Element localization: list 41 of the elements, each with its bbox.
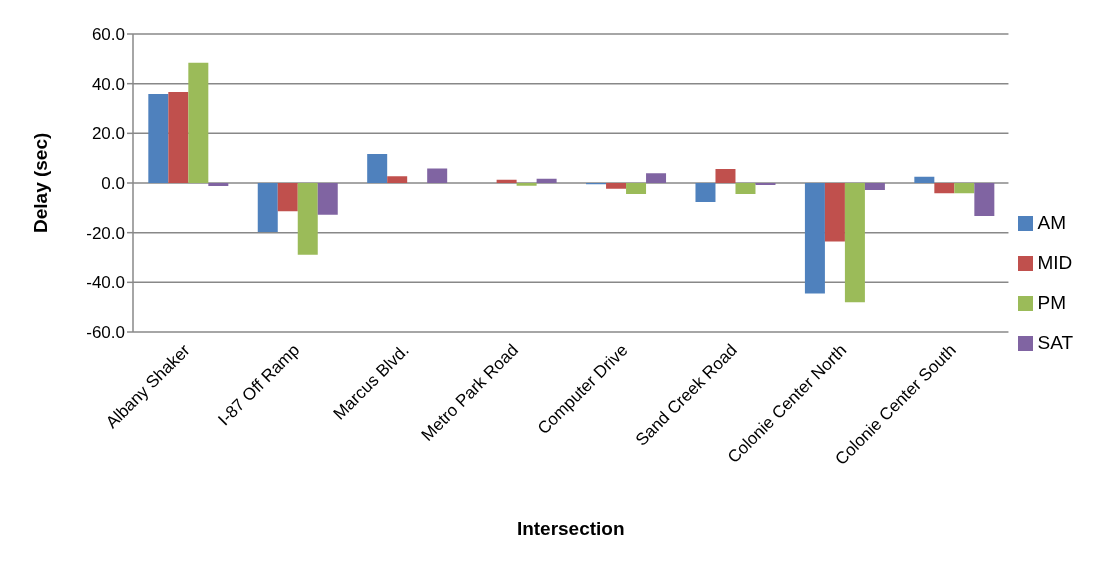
bar [188, 62, 209, 183]
bar [317, 183, 338, 215]
bar [626, 183, 647, 194]
x-axis-title: Intersection [516, 518, 625, 539]
bar [844, 183, 865, 303]
legend-label: MID [1037, 251, 1073, 273]
bar [516, 183, 537, 186]
y-tick-label: -60.0 [86, 323, 125, 343]
bar [168, 92, 189, 183]
y-tick-label: 20.0 [91, 124, 125, 144]
bar [934, 183, 955, 194]
bar [646, 173, 667, 183]
y-tick-label: -20.0 [86, 223, 125, 243]
legend-label: SAT [1037, 331, 1073, 353]
bar [864, 183, 885, 190]
legend-label: PM [1037, 291, 1066, 313]
bar [208, 183, 229, 186]
bar [914, 176, 935, 183]
bar [257, 183, 278, 232]
legend-label: AM [1037, 211, 1066, 233]
y-tick-label: -40.0 [86, 273, 125, 293]
bar [496, 179, 517, 183]
bar [148, 94, 169, 183]
bar [536, 178, 557, 183]
bar [804, 183, 825, 294]
bar [297, 183, 318, 255]
bar [695, 183, 716, 203]
bar [824, 183, 845, 242]
bar [954, 183, 975, 194]
bar [367, 153, 388, 183]
bar [974, 183, 995, 217]
bar [277, 183, 298, 212]
bar [427, 168, 448, 183]
bar [387, 176, 408, 183]
y-tick-label: 0.0 [101, 174, 125, 194]
y-axis-title: Delay (sec) [29, 132, 51, 233]
y-tick-label: 60.0 [91, 25, 125, 45]
bar [715, 169, 736, 183]
y-tick-label: 40.0 [91, 74, 125, 94]
bar [735, 183, 756, 194]
bar [606, 183, 627, 189]
